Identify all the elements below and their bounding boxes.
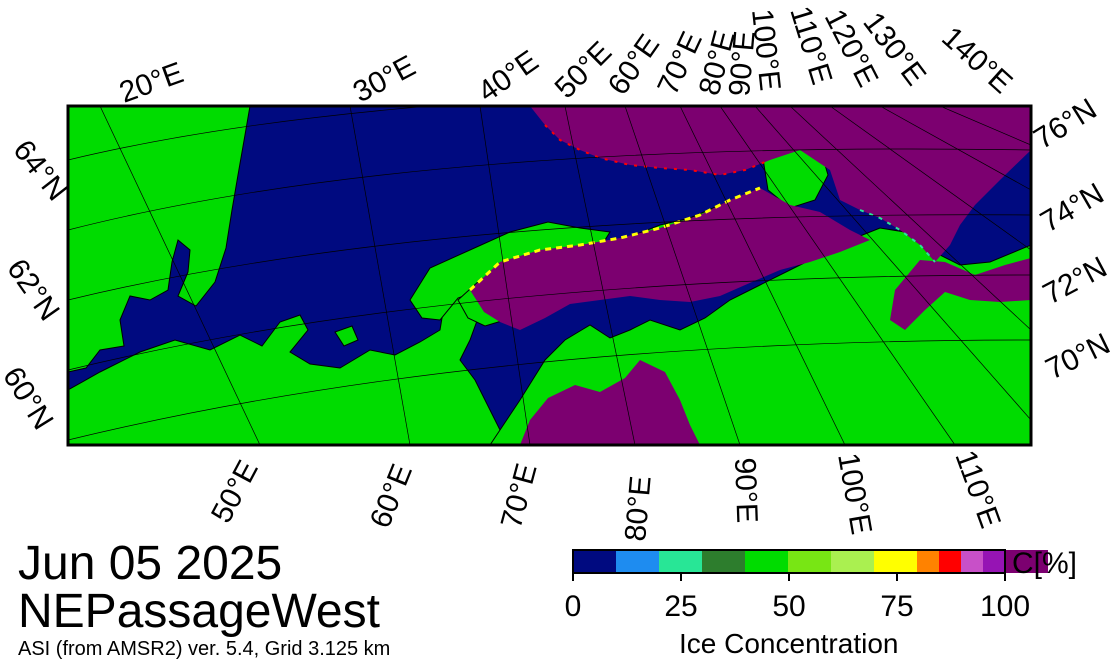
colorbar-swatch — [702, 550, 745, 573]
lon-label-20e: 20°E — [115, 56, 188, 109]
colorbar-swatch — [983, 550, 1005, 573]
colorbar-title: Ice Concentration — [679, 628, 899, 659]
colorbar-swatch — [788, 550, 831, 573]
lon-label-bottom-70e: 70°E — [495, 460, 544, 532]
ice-edge-yellow — [468, 186, 761, 292]
graticule — [68, 106, 1031, 445]
lon-label-40e: 40°E — [472, 44, 544, 109]
lon-label-bottom-100e: 100°E — [831, 450, 878, 537]
lat-label-76n: 76°N — [1028, 92, 1102, 156]
lon-label-90e: 90°E — [723, 30, 762, 98]
ice-edge-red — [544, 124, 771, 177]
lon-label-30e: 30°E — [348, 49, 421, 109]
right-latitude-labels: 76°N 74°N 72°N 70°N — [1028, 92, 1115, 386]
islet-land — [334, 325, 359, 347]
sea-ice-kara — [470, 188, 870, 330]
colorbar-tick-100: 100 — [979, 590, 1031, 623]
lon-label-bottom-80e: 80°E — [619, 475, 658, 543]
lat-label-64n: 64°N — [6, 134, 73, 207]
top-longitude-labels: 20°E 30°E 40°E 50°E 60°E 70°E 80°E 90°E … — [115, 2, 1018, 109]
colorbar-swatch — [961, 550, 983, 573]
colorbar-unit: C[%] — [1012, 547, 1078, 580]
colorbar-tick-0: 0 — [564, 590, 582, 623]
colorbar-swatch — [616, 550, 659, 573]
lat-label-74n: 74°N — [1035, 177, 1110, 239]
bottom-longitude-labels: 50°E 60°E 70°E 80°E 90°E 100°E 110°E — [205, 446, 1007, 543]
colorbar-swatch — [917, 550, 939, 573]
colorbar-swatch — [573, 550, 616, 573]
lon-label-bottom-90e: 90°E — [728, 457, 763, 524]
lon-label-bottom-110e: 110°E — [948, 446, 1006, 532]
lon-label-140e: 140°E — [935, 21, 1018, 100]
colorbar-swatch — [874, 550, 917, 573]
lon-label-bottom-50e: 50°E — [205, 455, 265, 528]
colorbar-tick-marks — [572, 573, 1006, 581]
lon-label-50e: 50°E — [549, 35, 619, 105]
colorbar-swatch — [939, 550, 961, 573]
karelia-land — [68, 291, 521, 445]
lat-label-70n: 70°N — [1041, 327, 1116, 386]
colorbar-tick-75: 75 — [880, 590, 914, 623]
colorbar-swatch — [831, 550, 874, 573]
colorbar-tick-50: 50 — [772, 590, 806, 623]
colorbar-tick-25: 25 — [664, 590, 698, 623]
sea-ice-north — [530, 106, 1031, 262]
sea-ice-gulf — [520, 360, 700, 445]
data-source: ASI (from AMSR2) ver. 5.4, Grid 3.125 km — [18, 638, 391, 660]
lat-label-72n: 72°N — [1038, 251, 1113, 312]
lat-label-60n: 60°N — [0, 361, 60, 435]
map-date: Jun 05 2025 — [18, 537, 283, 590]
colorbar-swatches — [573, 550, 1048, 573]
colorbar-swatch — [659, 550, 702, 573]
colorbar — [572, 549, 1048, 581]
region-name: NEPassageWest — [18, 585, 380, 638]
map-frame — [66, 104, 1033, 447]
lat-label-62n: 62°N — [0, 253, 65, 327]
colorbar-swatch — [745, 550, 788, 573]
scandinavia-land — [68, 106, 251, 373]
left-latitude-labels: 64°N 62°N 60°N — [0, 134, 74, 436]
lon-label-bottom-60e: 60°E — [364, 460, 419, 533]
colorbar-swatch — [1005, 550, 1048, 573]
